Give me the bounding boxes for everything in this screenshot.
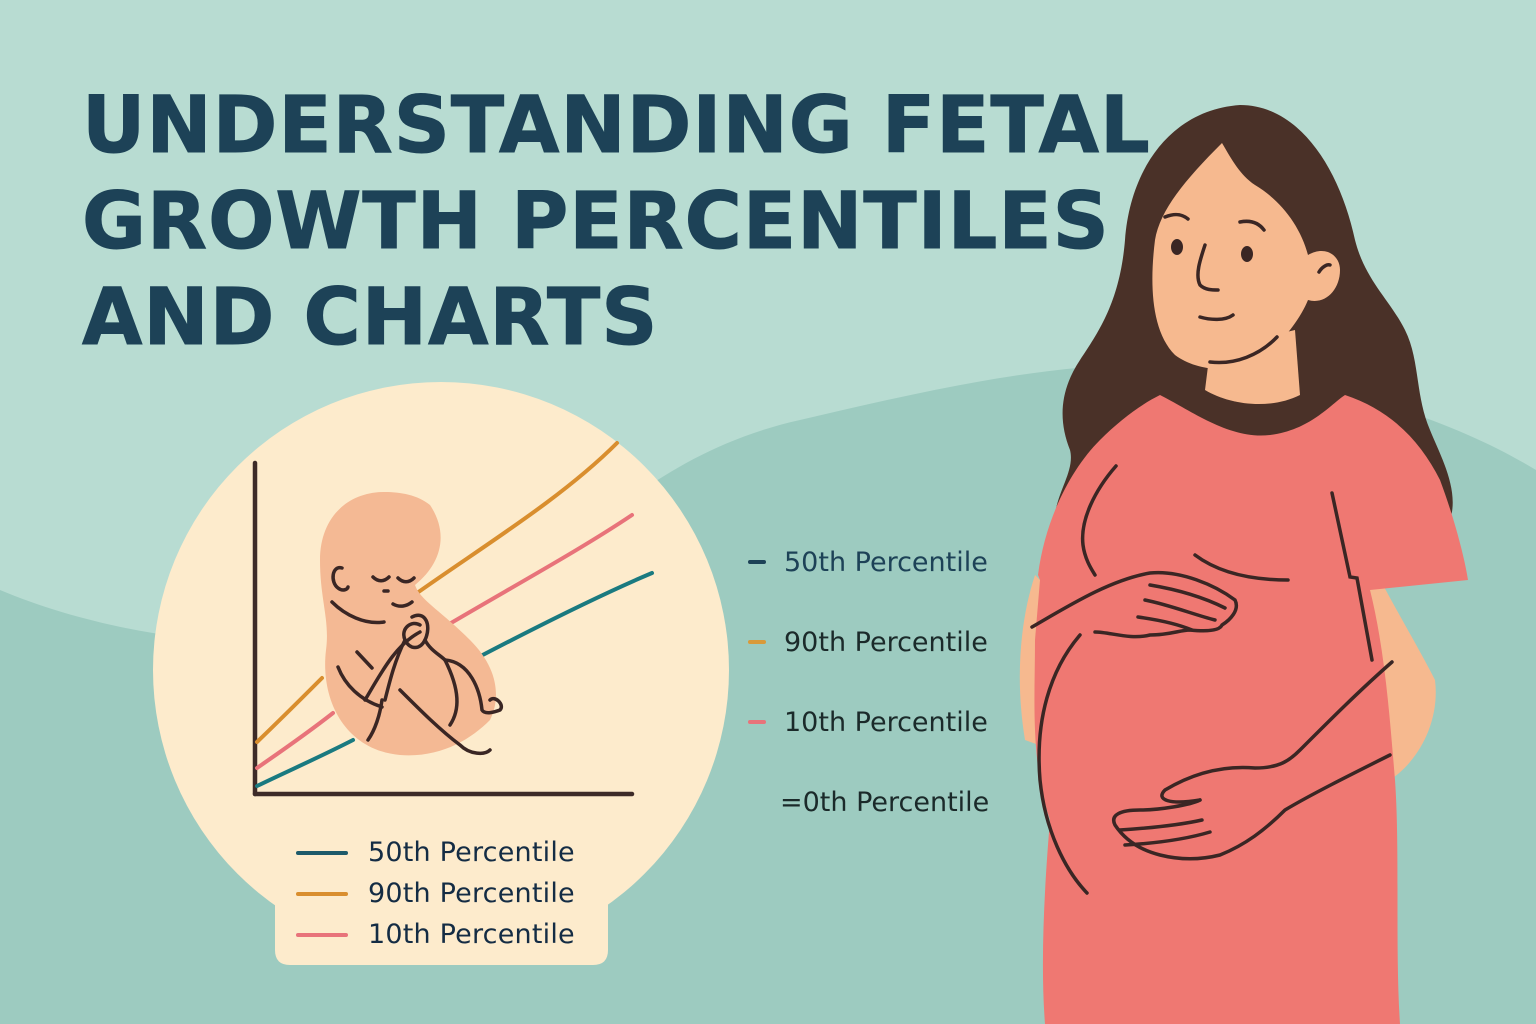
side-legend-label: =0th Percentile (780, 786, 990, 818)
title-line-2: GROWTH PERCENTILES (82, 177, 1110, 268)
side-legend-item-50th: 50th Percentile (748, 522, 989, 602)
title-line-1: UNDERSTANDING FETAL (82, 81, 1151, 172)
curve-10th-upper (432, 513, 634, 635)
side-legend-dash-90th-icon (748, 640, 766, 644)
chart-legend: 50th Percentile 90th Percentile 10th Per… (296, 832, 575, 955)
page-title: UNDERSTANDING FETAL GROWTH PERCENTILES A… (82, 78, 1151, 366)
side-legend-item-garbled: =0th Percentile (780, 762, 989, 842)
side-legend-item-10th: 10th Percentile (748, 682, 989, 762)
side-legend-item-90th: 90th Percentile (748, 602, 989, 682)
legend-item-50th: 50th Percentile (296, 832, 575, 873)
side-legend-label: 10th Percentile (784, 706, 988, 738)
side-legend: 50th Percentile 90th Percentile 10th Per… (748, 522, 989, 842)
side-legend-label: 50th Percentile (784, 546, 988, 578)
legend-item-10th: 10th Percentile (296, 914, 575, 955)
side-legend-dash-50th-icon (748, 560, 766, 564)
legend-swatch-50th-icon (296, 850, 348, 855)
legend-swatch-10th-icon (296, 932, 348, 937)
legend-label: 10th Percentile (368, 919, 575, 950)
curve-90th-upper (408, 441, 619, 600)
percentile-curves (255, 441, 654, 788)
curve-10th (255, 711, 335, 770)
curve-50th-upper (456, 571, 654, 670)
fetus-illustration (320, 492, 503, 756)
curve-90th (255, 676, 324, 744)
title-line-3: AND CHARTS (82, 273, 659, 364)
legend-swatch-90th-icon (296, 891, 348, 896)
legend-label: 90th Percentile (368, 878, 575, 909)
legend-label: 50th Percentile (368, 837, 575, 868)
side-legend-dash-10th-icon (748, 720, 766, 724)
dress (1034, 395, 1468, 1024)
legend-item-90th: 90th Percentile (296, 873, 575, 914)
chart-axes (252, 460, 635, 797)
side-legend-label: 90th Percentile (784, 626, 988, 658)
pregnant-woman-illustration (1019, 105, 1468, 1024)
curve-50th (255, 738, 355, 788)
